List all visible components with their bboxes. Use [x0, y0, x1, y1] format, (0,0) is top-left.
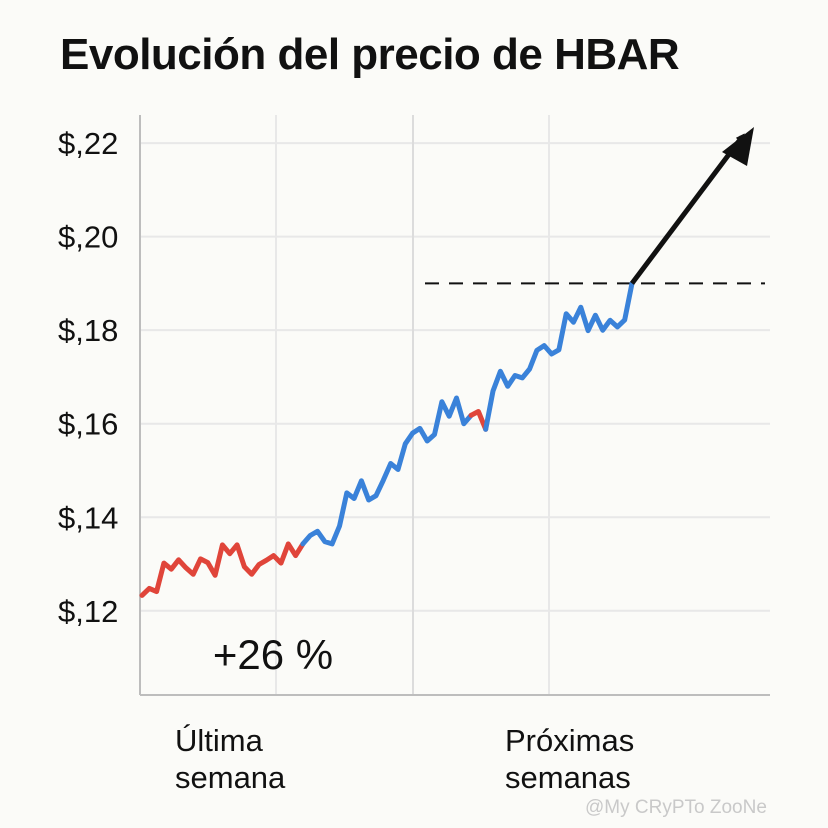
- x-label-1-line2: semanas: [505, 760, 631, 795]
- y-tick-label-0: $,12: [58, 594, 118, 629]
- watermark-text: @My CRyPTo ZooNe: [585, 797, 767, 818]
- series-line-3-up: [483, 280, 635, 432]
- percent-annotation: +26 %: [213, 631, 333, 678]
- grid: [140, 115, 770, 695]
- trend-arrow-head: [722, 127, 754, 166]
- y-tick-label-5: $,22: [58, 126, 118, 161]
- chart-title: Evolución del precio de HBAR: [60, 30, 680, 79]
- y-tick-label-2: $,16: [58, 407, 118, 442]
- y-tick-label-3: $,18: [58, 313, 118, 348]
- series-line-2-down: [468, 409, 489, 432]
- y-tick-label-4: $,20: [58, 220, 118, 255]
- series-line-0-down: [139, 541, 306, 598]
- x-label-0-line2: semana: [175, 760, 286, 795]
- series-line-1-up: [300, 395, 474, 547]
- y-axis-ticks: $,12 $,14 $,16 $,18 $,20 $,22: [58, 126, 118, 629]
- x-label-0-line1: Última: [175, 723, 264, 758]
- series-group: [139, 280, 635, 598]
- axes: [139, 115, 770, 696]
- y-tick-label-1: $,14: [58, 500, 118, 535]
- trend-arrow: [630, 133, 745, 285]
- x-label-1-line1: Próximas: [505, 723, 634, 758]
- trend-arrow-group: [630, 127, 754, 285]
